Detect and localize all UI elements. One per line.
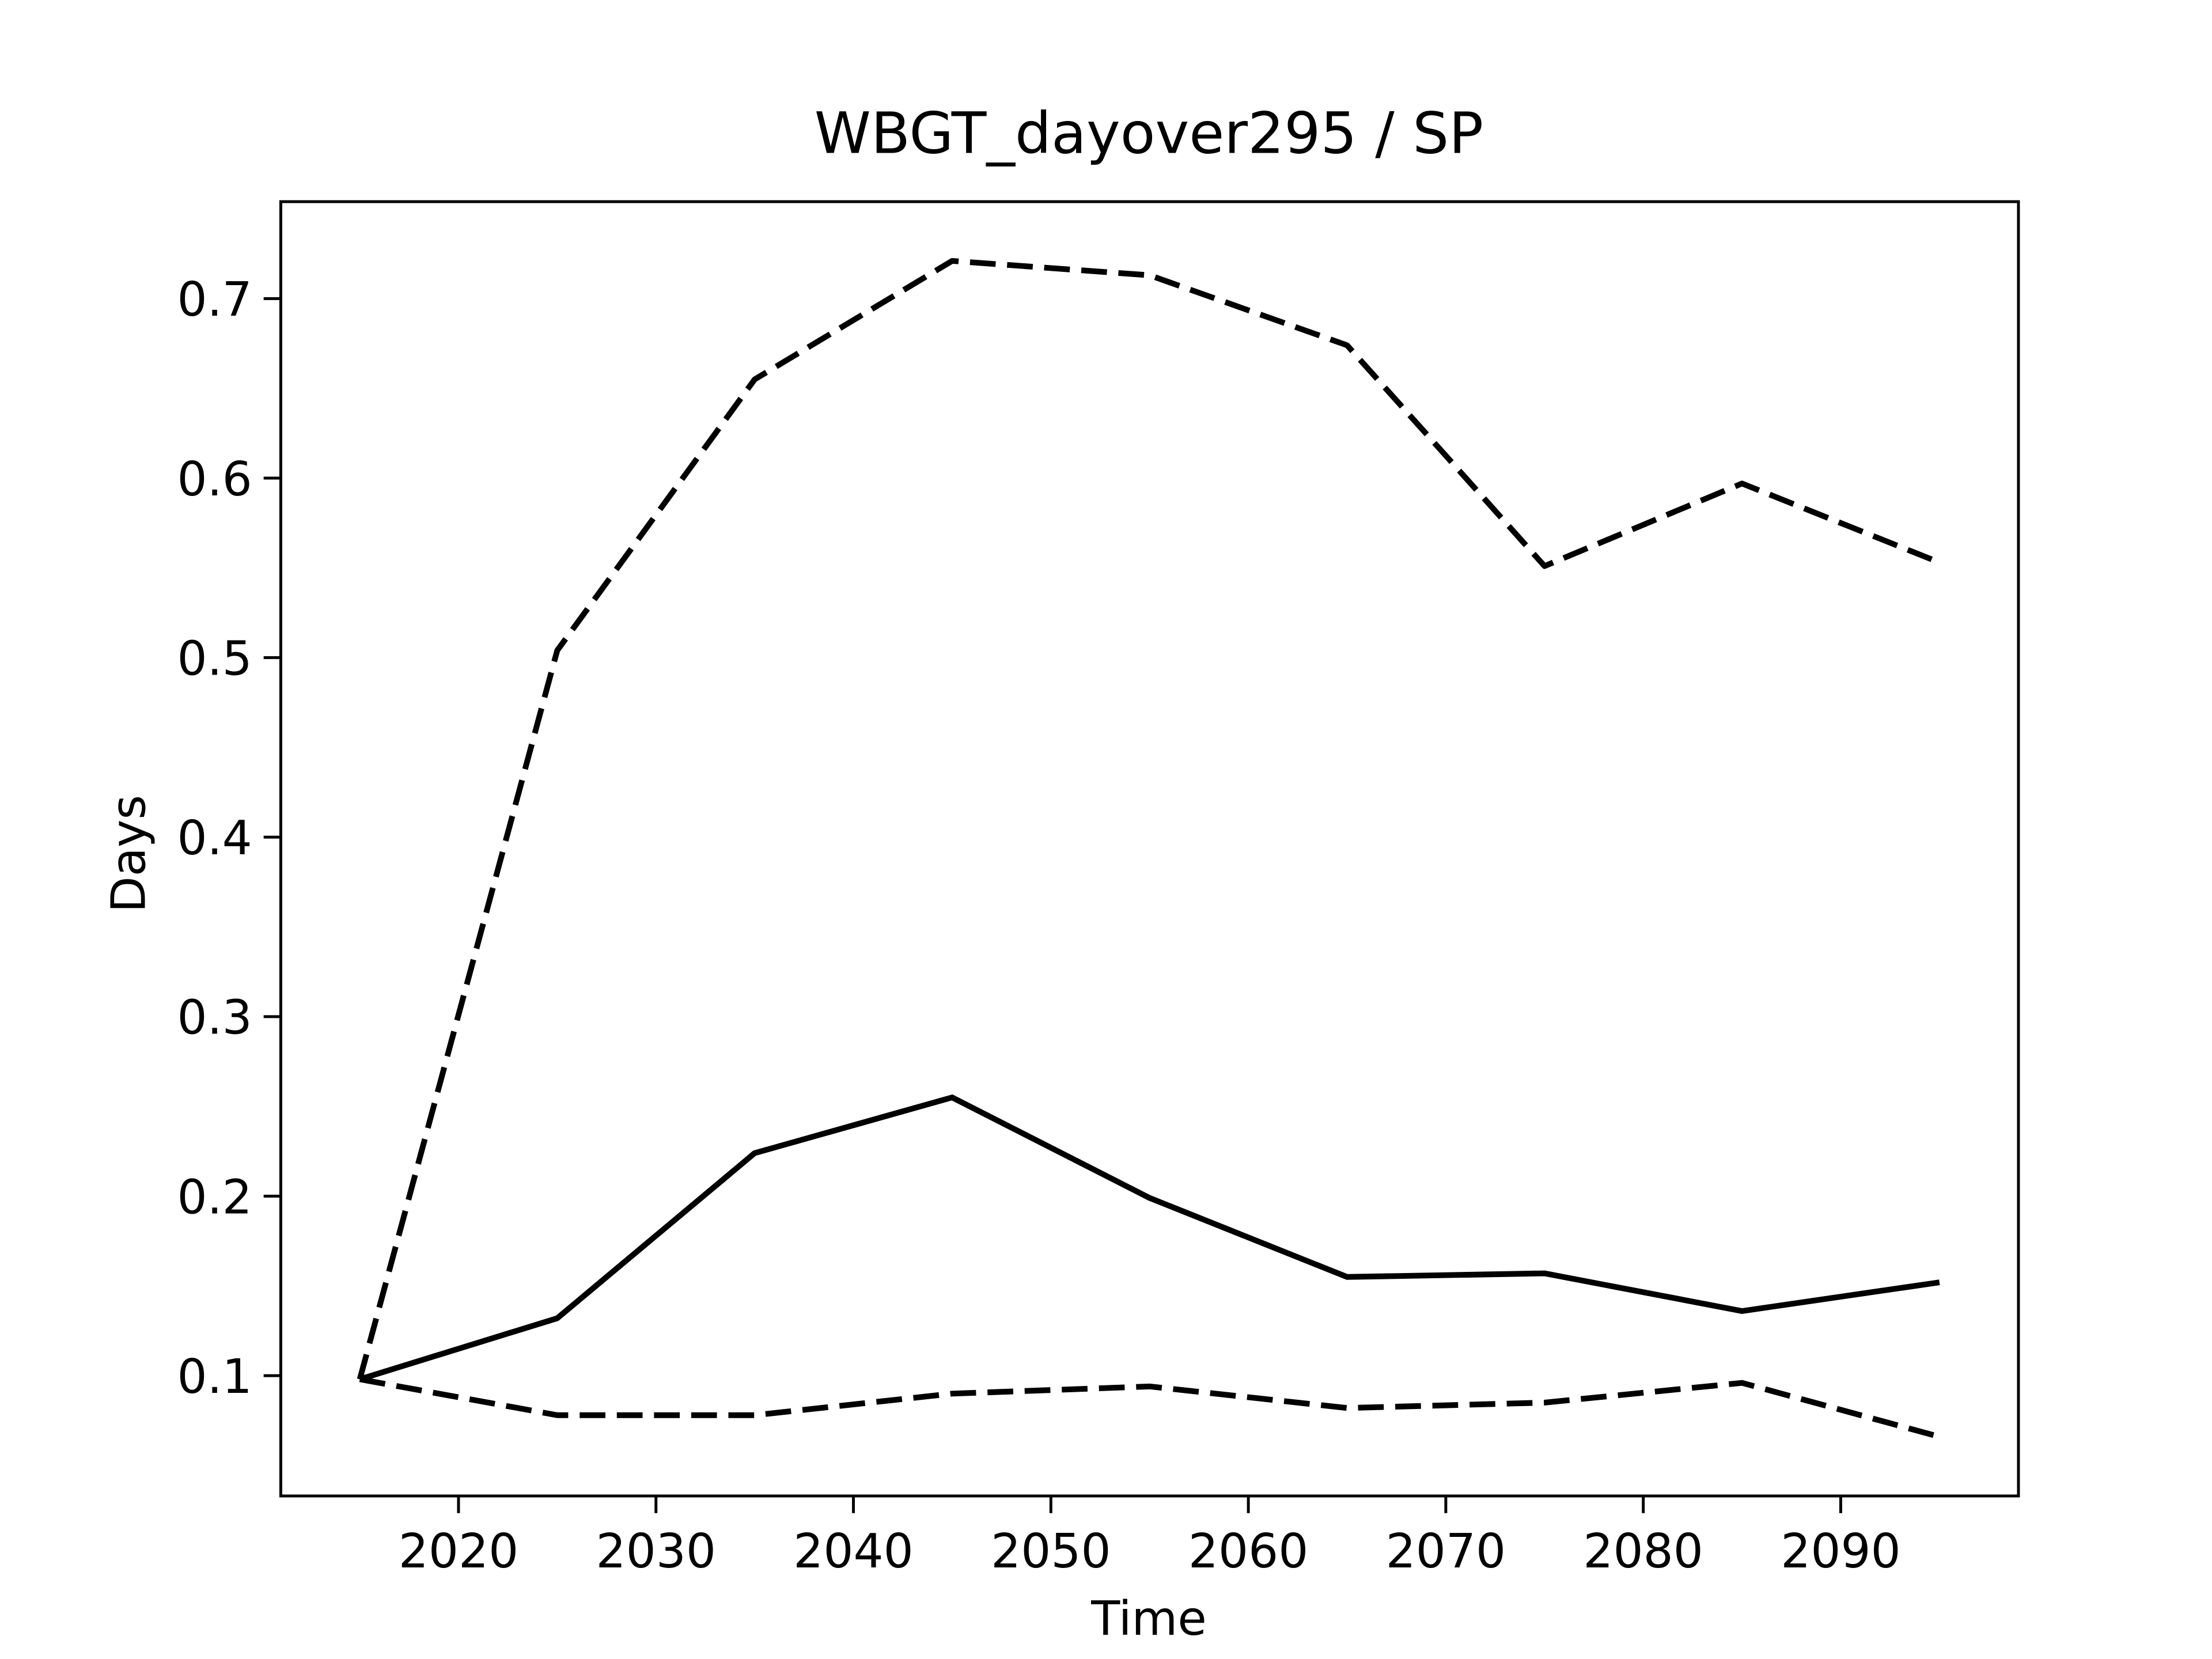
- y-tick-label: 0.4: [177, 811, 252, 866]
- y-axis-label: Days: [102, 795, 157, 912]
- x-axis-label: Time: [1090, 1592, 1206, 1646]
- x-tick-label: 2080: [1583, 1524, 1703, 1579]
- x-tick-label: 2090: [1781, 1524, 1900, 1579]
- y-tick-label: 0.7: [177, 272, 252, 327]
- x-tick-label: 2020: [399, 1524, 519, 1579]
- x-tick-label: 2040: [793, 1524, 914, 1579]
- data-line: [359, 1094, 1940, 1382]
- data-line: [357, 257, 1941, 1380]
- plot-frame: [279, 200, 2020, 1498]
- y-tick-label: 0.1: [177, 1350, 252, 1404]
- y-tick-label: 0.2: [177, 1170, 252, 1225]
- x-tick-label: 2060: [1188, 1524, 1309, 1579]
- x-tick-label: 2030: [596, 1524, 716, 1579]
- x-tick-label: 2070: [1386, 1524, 1506, 1579]
- data-line: [359, 1376, 1941, 1440]
- y-tick-label: 0.3: [177, 991, 252, 1046]
- chart-title: WBGT_dayover295 / SP: [815, 101, 1483, 167]
- x-tick-label: 2050: [991, 1524, 1111, 1579]
- y-tick-label: 0.6: [177, 452, 252, 507]
- y-tick-label: 0.5: [177, 631, 252, 686]
